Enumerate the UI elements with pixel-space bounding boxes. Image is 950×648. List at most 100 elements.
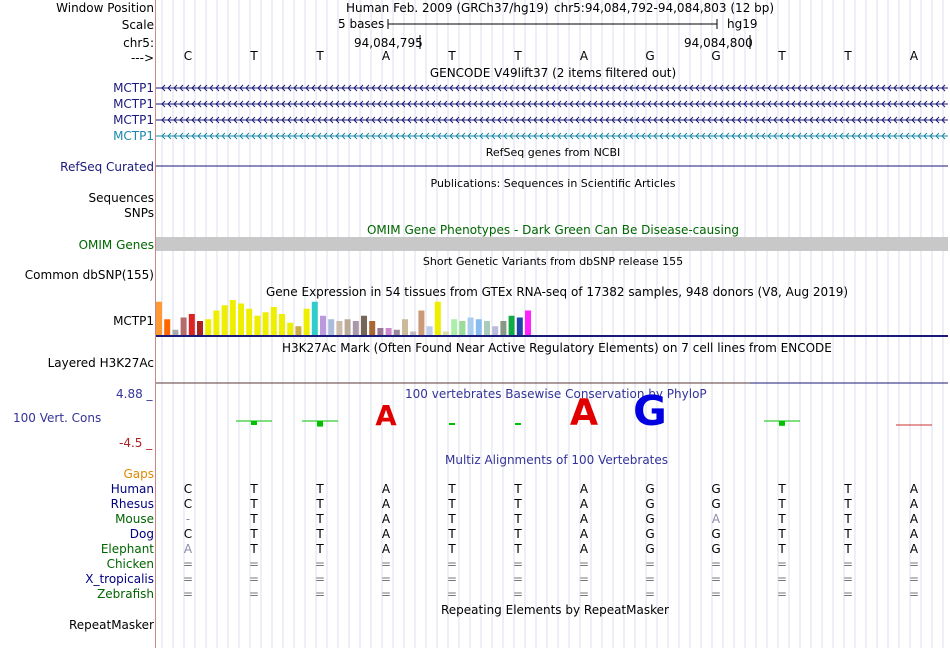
species-label-rhesus[interactable]: Rhesus bbox=[110, 497, 154, 511]
omim-label[interactable]: OMIM Genes bbox=[78, 238, 154, 252]
alignment-base: T bbox=[316, 527, 324, 541]
species-label-dog[interactable]: Dog bbox=[129, 527, 154, 541]
alignment-base: = bbox=[908, 572, 920, 586]
repeatmasker-label[interactable]: RepeatMasker bbox=[68, 618, 154, 632]
phylop-min-label: -4.5 _ bbox=[119, 436, 153, 450]
gtex-bar bbox=[180, 317, 187, 335]
gencode-label-3[interactable]: MCTP1 bbox=[113, 113, 154, 127]
species-label-elephant[interactable]: Elephant bbox=[100, 542, 154, 556]
gtex-bar bbox=[500, 321, 507, 335]
alignment-base: = bbox=[380, 557, 392, 571]
alignment-base: = bbox=[842, 557, 854, 571]
alignment-base: T bbox=[250, 482, 258, 496]
alignment-base: T bbox=[250, 542, 258, 556]
alignment-base: A bbox=[183, 542, 193, 556]
alignment-base: A bbox=[711, 512, 721, 526]
gencode-title[interactable]: GENCODE V49lift37 (2 items filtered out) bbox=[429, 66, 677, 80]
snps-label[interactable]: SNPs bbox=[124, 206, 154, 220]
alignment-base: A bbox=[579, 482, 589, 496]
gtex-bar bbox=[205, 319, 212, 335]
gtex-bar bbox=[238, 303, 244, 335]
gtex-bar bbox=[279, 314, 285, 335]
gtex-bar bbox=[443, 331, 449, 335]
alignment-base: T bbox=[316, 497, 324, 511]
cons-bar bbox=[515, 423, 521, 425]
repeatmasker-title[interactable]: Repeating Elements by RepeatMasker bbox=[441, 603, 669, 617]
gtex-bar bbox=[451, 319, 458, 335]
gtex-bar bbox=[361, 315, 367, 335]
gtex-bar bbox=[254, 315, 261, 335]
gencode-label-1[interactable]: MCTP1 bbox=[113, 81, 154, 95]
species-label-zebrafish[interactable]: Zebrafish bbox=[97, 587, 154, 601]
gencode-label-4[interactable]: MCTP1 bbox=[113, 129, 154, 143]
alignment-base: = bbox=[248, 557, 260, 571]
phylop-label[interactable]: 100 Vert. Cons bbox=[13, 411, 102, 425]
chrom-label: chr5: bbox=[123, 36, 154, 50]
gtex-bar bbox=[426, 326, 433, 335]
label-divider bbox=[155, 0, 156, 648]
cons-bar bbox=[317, 421, 323, 427]
window-position-label: Window Position bbox=[56, 1, 154, 15]
h3k27ac-title[interactable]: H3K27Ac Mark (Often Found Near Active Re… bbox=[282, 341, 832, 355]
alignment-base: T bbox=[844, 512, 852, 526]
alignment-base: T bbox=[778, 497, 786, 511]
db-text: hg19 bbox=[727, 17, 758, 31]
gtex-bar bbox=[467, 317, 474, 335]
alignment-base: G bbox=[711, 497, 721, 511]
gtex-bar bbox=[344, 319, 351, 335]
gtex-bar bbox=[418, 310, 425, 335]
gtex-bar bbox=[164, 319, 171, 335]
alignment-base: T bbox=[316, 482, 324, 496]
strand-label: ---> bbox=[130, 51, 154, 65]
ruler-base: G bbox=[645, 49, 655, 63]
gaps-label[interactable]: Gaps bbox=[123, 467, 154, 481]
gtex-title[interactable]: Gene Expression in 54 tissues from GTEx … bbox=[266, 285, 849, 299]
alignment-base: A bbox=[909, 482, 919, 496]
alignment-base: = bbox=[314, 557, 326, 571]
gtex-bar bbox=[402, 319, 408, 335]
ruler-base: A bbox=[381, 49, 391, 63]
refseq-title[interactable]: RefSeq genes from NCBI bbox=[485, 146, 621, 159]
alignment-base: = bbox=[908, 587, 920, 601]
gtex-label[interactable]: MCTP1 bbox=[113, 314, 154, 328]
ruler-base: T bbox=[778, 49, 786, 63]
publications-label[interactable]: Sequences bbox=[88, 191, 154, 205]
position-text[interactable]: chr5:94,084,792-94,084,803 (12 bp) bbox=[554, 1, 775, 15]
publications-title[interactable]: Publications: Sequences in Scientific Ar… bbox=[430, 177, 676, 190]
gtex-bar bbox=[508, 315, 515, 335]
alignment-base: A bbox=[909, 527, 919, 541]
multiz-title[interactable]: Multiz Alignments of 100 Vertebrates bbox=[445, 453, 669, 467]
species-label-mouse[interactable]: Mouse bbox=[115, 512, 154, 526]
gencode-label-2[interactable]: MCTP1 bbox=[113, 97, 154, 111]
omim-title[interactable]: OMIM Gene Phenotypes - Dark Green Can Be… bbox=[366, 223, 740, 237]
gtex-bar bbox=[516, 317, 523, 335]
dbsnp-title[interactable]: Short Genetic Variants from dbSNP releas… bbox=[422, 255, 684, 268]
alignment-base: = bbox=[644, 587, 656, 601]
alignment-base: T bbox=[778, 512, 786, 526]
alignment-base: G bbox=[645, 497, 655, 511]
alignment-base: G bbox=[711, 482, 721, 496]
h3k27ac-label[interactable]: Layered H3K27Ac bbox=[47, 356, 154, 370]
alignment-base: T bbox=[514, 512, 522, 526]
dbsnp-label[interactable]: Common dbSNP(155) bbox=[24, 268, 154, 282]
alignment-base: T bbox=[448, 542, 456, 556]
alignment-base: - bbox=[185, 512, 191, 526]
alignment-base: = bbox=[710, 587, 722, 601]
species-label-chicken[interactable]: Chicken bbox=[106, 557, 154, 571]
ruler-base: C bbox=[183, 49, 193, 63]
refseq-label[interactable]: RefSeq Curated bbox=[60, 160, 154, 174]
gtex-bar bbox=[525, 310, 531, 335]
species-label-human[interactable]: Human bbox=[110, 482, 154, 496]
alignment-base: T bbox=[250, 497, 258, 511]
alignment-base: C bbox=[183, 497, 193, 511]
species-label-xtropicalis[interactable]: X_tropicalis bbox=[85, 572, 154, 586]
cons-logo-letter: G bbox=[633, 387, 667, 435]
assembly-text[interactable]: Human Feb. 2009 (GRCh37/hg19) bbox=[346, 1, 549, 15]
ruler-tick-label-2: 94,084,800 bbox=[684, 36, 753, 50]
alignment-base: T bbox=[844, 482, 852, 496]
alignment-base: = bbox=[314, 587, 326, 601]
phylop-title[interactable]: 100 vertebrates Basewise Conservation by… bbox=[405, 387, 707, 401]
alignment-base: T bbox=[844, 527, 852, 541]
